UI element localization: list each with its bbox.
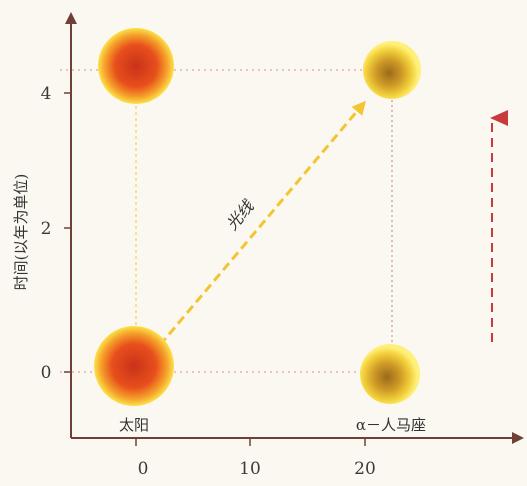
x-tick-label-0: 0 xyxy=(138,459,149,479)
star-at-t4 xyxy=(363,41,421,99)
y-axis-label: 时间(以年为单位) xyxy=(12,174,30,291)
light-ray-label: 光线 xyxy=(222,196,258,234)
star-label: α－人马座 xyxy=(356,416,426,434)
sun-at-t0 xyxy=(94,326,174,406)
sun-label: 太阳 xyxy=(119,416,149,434)
y-tick-label-4: 4 xyxy=(41,84,52,104)
light-ray xyxy=(158,100,366,346)
y-tick-label-2: 2 xyxy=(41,219,52,239)
x-tick-label-20: 20 xyxy=(354,459,376,479)
y-tick-label-0: 0 xyxy=(41,363,52,383)
star-at-t0 xyxy=(360,344,420,404)
sun-at-t4 xyxy=(98,28,174,104)
x-tick-label-10: 10 xyxy=(239,459,261,479)
